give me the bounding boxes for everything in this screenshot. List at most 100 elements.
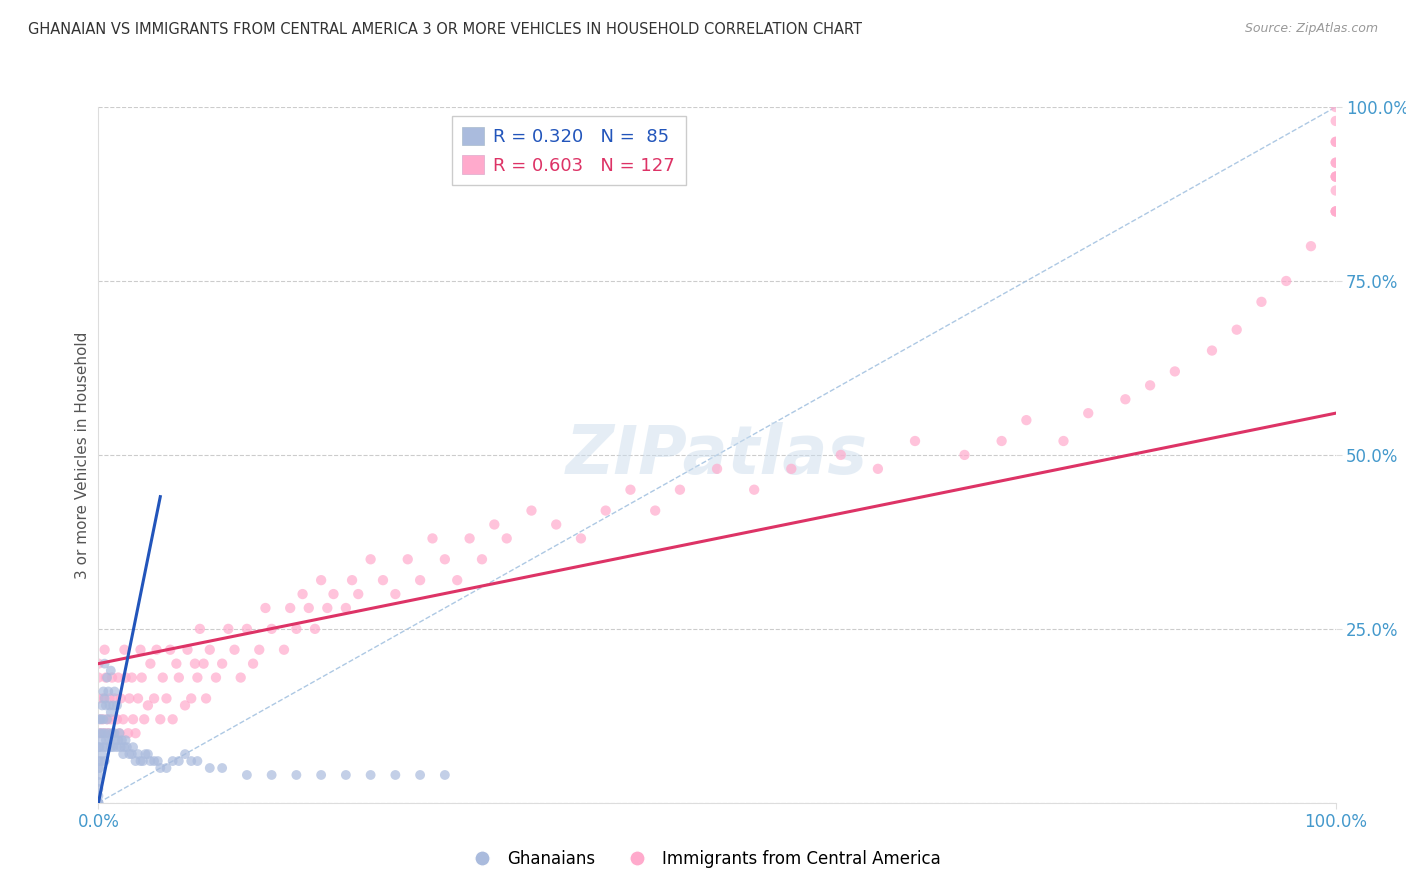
Point (304, 622, 326, 636)
Point (103, 691, 125, 706)
Point (195, 691, 218, 706)
Point (217, 622, 239, 636)
Point (112, 740, 135, 755)
Point (371, 573, 394, 587)
Point (347, 587, 370, 601)
Point (229, 671, 252, 685)
Point (273, 642, 295, 657)
Point (100, 706, 122, 720)
Point (830, 448, 852, 462)
Point (87, 726, 110, 740)
Point (93, 712, 115, 726)
Point (129, 642, 152, 657)
Point (98, 691, 121, 706)
Point (91, 726, 114, 740)
Point (1324, 184, 1347, 198)
Point (396, 552, 419, 566)
Point (484, 517, 506, 532)
Point (121, 747, 143, 761)
Point (112, 642, 135, 657)
Point (1114, 392, 1136, 407)
Point (98, 733, 121, 747)
Point (94, 733, 117, 747)
Point (433, 768, 456, 782)
Point (104, 733, 127, 747)
Point (309, 573, 332, 587)
Point (1324, 204, 1347, 219)
Point (103, 726, 125, 740)
Point (87, 796, 110, 810)
Point (866, 462, 889, 476)
Point (90, 733, 112, 747)
Point (1324, 135, 1347, 149)
Point (91, 698, 114, 713)
Point (98, 698, 121, 713)
Point (619, 483, 641, 497)
Point (644, 503, 666, 517)
Point (360, 768, 382, 782)
Legend: Ghanaians, Immigrants from Central America: Ghanaians, Immigrants from Central Ameri… (458, 844, 948, 875)
Point (96, 740, 118, 755)
Point (471, 552, 494, 566)
Point (335, 601, 357, 615)
Point (162, 754, 184, 768)
Point (186, 671, 208, 685)
Point (1324, 169, 1347, 184)
Point (115, 740, 138, 755)
Point (87, 712, 110, 726)
Point (780, 462, 803, 476)
Point (100, 712, 122, 726)
Point (198, 761, 221, 775)
Point (96, 712, 118, 726)
Point (669, 483, 692, 497)
Point (180, 691, 202, 706)
Point (193, 657, 215, 671)
Point (110, 740, 132, 755)
Point (316, 601, 339, 615)
Point (340, 573, 363, 587)
Point (298, 601, 321, 615)
Point (188, 622, 211, 636)
Legend: R = 0.320   N =  85, R = 0.603   N = 127: R = 0.320 N = 85, R = 0.603 N = 127 (451, 116, 686, 186)
Point (205, 671, 228, 685)
Point (101, 726, 124, 740)
Point (165, 657, 187, 671)
Point (103, 684, 125, 698)
Point (87, 740, 110, 755)
Point (93, 657, 115, 671)
Point (174, 698, 197, 713)
Point (93, 754, 115, 768)
Point (90, 754, 112, 768)
Point (111, 733, 134, 747)
Point (145, 642, 167, 657)
Point (1226, 323, 1249, 337)
Point (112, 712, 135, 726)
Point (360, 552, 382, 566)
Point (167, 754, 190, 768)
Point (186, 754, 208, 768)
Point (211, 657, 233, 671)
Point (433, 552, 456, 566)
Point (103, 698, 125, 713)
Point (152, 671, 174, 685)
Point (87, 761, 110, 775)
Point (124, 726, 146, 740)
Point (90, 726, 112, 740)
Point (1275, 274, 1298, 288)
Point (87, 691, 110, 706)
Point (100, 740, 122, 755)
Point (93, 726, 115, 740)
Point (1324, 204, 1347, 219)
Point (247, 642, 270, 657)
Point (122, 740, 145, 755)
Point (1324, 114, 1347, 128)
Point (112, 747, 135, 761)
Point (87, 775, 110, 789)
Point (100, 664, 122, 678)
Point (278, 601, 301, 615)
Point (87, 671, 110, 685)
Point (990, 434, 1012, 448)
Point (134, 747, 156, 761)
Point (309, 768, 332, 782)
Y-axis label: 3 or more Vehicles in Household: 3 or more Vehicles in Household (75, 331, 90, 579)
